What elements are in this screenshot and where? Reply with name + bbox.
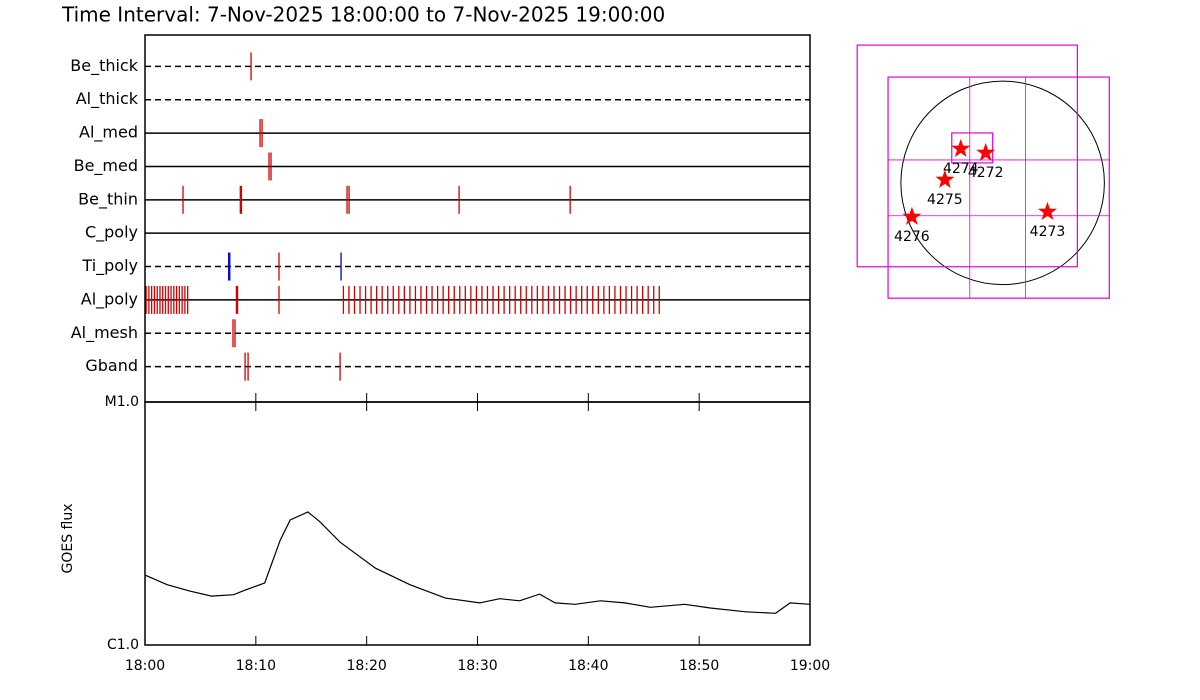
y-tick-label: M1.0 <box>105 394 139 410</box>
row-label: Ti_poly <box>81 256 138 276</box>
row-label: Be_thin <box>78 189 138 209</box>
region-label: 4275 <box>927 192 963 208</box>
region-star <box>935 169 955 188</box>
fov-box <box>856 44 1078 268</box>
x-tick-label: 18:40 <box>568 658 608 674</box>
row-label: Be_med <box>74 156 138 176</box>
x-tick-label: 19:00 <box>790 658 830 674</box>
row-label: Al_poly <box>81 289 138 309</box>
region-star <box>951 138 971 157</box>
fov-box <box>951 132 994 164</box>
solar-disk <box>900 80 1105 286</box>
goes-curve <box>144 511 811 614</box>
row-label: C_poly <box>85 223 138 243</box>
region-label: 4276 <box>894 229 930 245</box>
x-tick-label: 18:10 <box>236 658 276 674</box>
y-tick-label: C1.0 <box>107 637 139 653</box>
title: Time Interval: 7-Nov-2025 18:00:00 to 7-… <box>61 3 665 27</box>
y-axis-label: GOES flux <box>60 503 76 573</box>
region-star <box>976 142 996 161</box>
row-label: Al_mesh <box>71 323 138 343</box>
region-star <box>1038 201 1057 220</box>
row-label: Be_thick <box>70 56 138 76</box>
row-label: Al_thick <box>76 89 139 109</box>
x-tick-label: 18:00 <box>125 658 165 674</box>
fov-box <box>887 76 1110 299</box>
region-label: 4274 <box>943 161 979 177</box>
x-tick-label: 18:50 <box>679 658 719 674</box>
region-star <box>902 206 922 225</box>
panel-frame <box>144 34 811 403</box>
region-label: 4273 <box>1030 224 1066 240</box>
x-tick-label: 18:20 <box>346 658 386 674</box>
x-tick-label: 18:30 <box>457 658 497 674</box>
row-label: Gband <box>85 356 138 375</box>
row-label: Al_med <box>79 123 138 143</box>
region-label: 4272 <box>968 165 1004 181</box>
